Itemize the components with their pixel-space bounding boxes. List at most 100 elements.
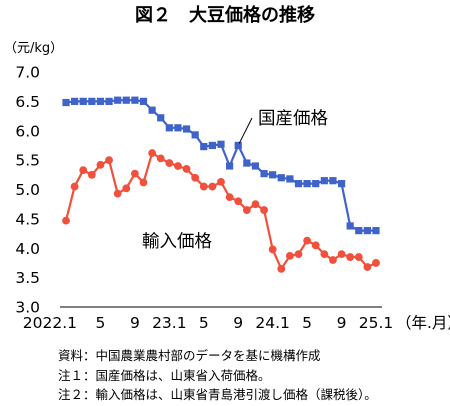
data-point bbox=[251, 200, 260, 209]
data-point bbox=[148, 149, 157, 157]
data-point bbox=[122, 96, 130, 104]
x-axis-unit-label: （年.月） bbox=[396, 314, 450, 332]
data-point bbox=[363, 227, 371, 235]
y-axis-ticks: 7.0 6.5 6.0 5.5 5.0 4.5 4.0 3.5 3.0 bbox=[15, 64, 40, 317]
data-point bbox=[311, 241, 320, 250]
y-tick-label: 6.5 bbox=[15, 93, 40, 111]
source-notes: 資料：中国農業農村部のデータを基に機構作成 注１：国産価格は、山東省入荷価格。 … bbox=[58, 346, 377, 405]
data-point bbox=[260, 170, 268, 178]
data-point bbox=[329, 177, 337, 185]
data-point bbox=[191, 173, 200, 182]
series-line bbox=[64, 151, 377, 272]
data-point bbox=[277, 174, 285, 182]
data-point bbox=[303, 180, 311, 188]
data-point bbox=[329, 256, 337, 264]
data-point bbox=[242, 206, 251, 214]
data-point bbox=[105, 156, 113, 165]
data-point bbox=[355, 227, 363, 235]
x-tick-label: 9 bbox=[130, 314, 140, 332]
data-point bbox=[139, 178, 148, 187]
data-point bbox=[268, 245, 277, 254]
data-point bbox=[130, 169, 139, 178]
data-point bbox=[148, 106, 156, 114]
data-point bbox=[260, 206, 268, 214]
series-group bbox=[62, 96, 380, 273]
data-point bbox=[165, 124, 173, 132]
y-tick-label: 7.0 bbox=[15, 64, 40, 82]
data-point bbox=[165, 159, 174, 167]
y-tick-label: 3.0 bbox=[15, 299, 40, 317]
data-point bbox=[96, 97, 105, 105]
data-point bbox=[372, 227, 380, 235]
y-tick-label: 5.5 bbox=[15, 152, 40, 170]
note-1: 注１：国産価格は、山東省入荷価格。 bbox=[58, 367, 271, 383]
data-point bbox=[88, 97, 96, 105]
data-point bbox=[234, 197, 243, 206]
y-tick-label: 3.5 bbox=[15, 269, 40, 287]
series-label: 国産価格 bbox=[258, 109, 328, 129]
x-tick-label: 25.1 bbox=[359, 314, 394, 332]
data-point bbox=[320, 250, 329, 259]
data-point bbox=[114, 96, 122, 104]
data-point bbox=[174, 162, 182, 170]
data-point bbox=[87, 170, 96, 179]
data-point bbox=[251, 162, 260, 170]
data-point bbox=[200, 143, 208, 151]
data-point bbox=[156, 154, 165, 163]
data-point bbox=[79, 97, 87, 105]
data-point bbox=[157, 114, 165, 122]
data-point bbox=[217, 140, 225, 148]
x-tick-label: 24.1 bbox=[255, 314, 290, 332]
x-tick-label: 9 bbox=[233, 314, 243, 332]
data-point bbox=[372, 259, 380, 267]
data-point bbox=[217, 177, 225, 186]
data-point bbox=[320, 177, 328, 185]
x-axis-ticks: 2022.1 5 9 23.1 5 9 24.1 5 9 25.1 bbox=[23, 314, 394, 332]
y-tick-label: 4.5 bbox=[15, 210, 40, 228]
data-point bbox=[346, 222, 354, 230]
y-axis-unit-label: （元/kg） bbox=[4, 41, 63, 56]
data-point bbox=[346, 253, 355, 261]
data-point bbox=[182, 165, 191, 173]
data-point bbox=[294, 250, 303, 259]
data-point bbox=[234, 141, 242, 150]
data-point bbox=[303, 236, 312, 245]
x-tick-label: 23.1 bbox=[152, 314, 187, 332]
data-point bbox=[285, 251, 294, 260]
data-point bbox=[182, 125, 191, 133]
data-point bbox=[208, 141, 216, 150]
x-tick-label: 9 bbox=[337, 314, 347, 332]
data-point bbox=[226, 162, 234, 170]
x-tick-label: 2022.1 bbox=[23, 314, 77, 332]
data-point bbox=[122, 184, 131, 193]
data-point bbox=[199, 182, 208, 191]
data-point bbox=[294, 180, 303, 188]
series-label-leader bbox=[238, 117, 253, 144]
data-point bbox=[62, 216, 70, 225]
series-line bbox=[65, 99, 376, 232]
data-point bbox=[286, 175, 294, 183]
data-point bbox=[79, 166, 88, 175]
series-label: 輸入価格 bbox=[142, 232, 212, 252]
note-2: 注２：輸入価格は、山東省青島港引渡し価格（課税後）。 bbox=[58, 387, 377, 402]
data-point bbox=[312, 180, 320, 188]
x-tick-label: 5 bbox=[96, 314, 106, 332]
data-point bbox=[62, 98, 70, 107]
data-point bbox=[269, 171, 277, 179]
data-point bbox=[71, 97, 79, 105]
y-tick-label: 5.0 bbox=[15, 181, 40, 199]
data-point bbox=[337, 180, 346, 188]
data-point bbox=[191, 131, 199, 139]
data-point bbox=[363, 263, 372, 271]
data-point bbox=[139, 97, 148, 105]
data-point bbox=[337, 250, 346, 259]
data-point bbox=[70, 182, 79, 191]
data-point bbox=[105, 97, 113, 105]
chart-title: 図２ 大豆価格の推移 bbox=[135, 4, 315, 26]
data-point bbox=[131, 96, 139, 104]
data-point bbox=[174, 124, 182, 132]
data-point bbox=[354, 253, 363, 261]
x-tick-label: 5 bbox=[302, 314, 312, 332]
